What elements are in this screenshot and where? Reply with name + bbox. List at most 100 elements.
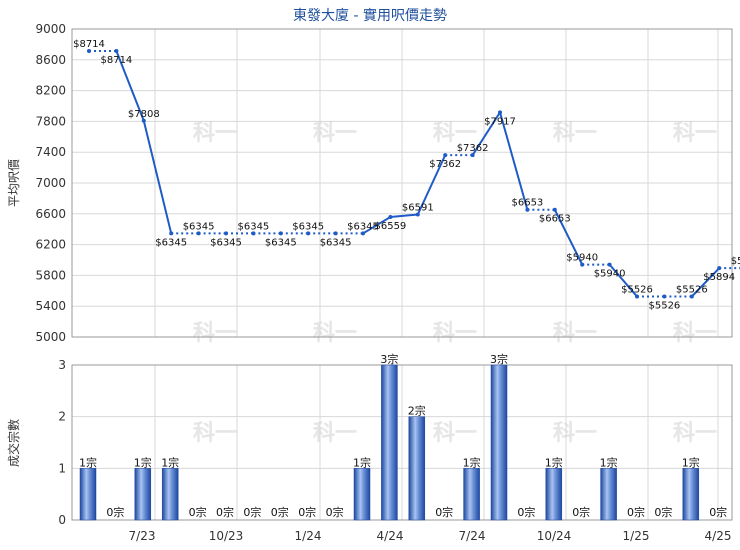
line-point [717, 266, 722, 271]
bar-data-label: 1宗 [463, 455, 481, 469]
watermark-text: 科一 [673, 121, 717, 146]
labels: 1宗 0宗 1宗 1宗 0宗 0宗 0宗 0宗 0宗 0宗 1宗 3宗 2宗 0宗 1宗 3宗 0宗 1宗 0宗 1宗… [73, 39, 740, 519]
line-point [443, 153, 448, 158]
line-data-label: $7362 [429, 159, 461, 170]
line-data-label: $6345 [155, 237, 187, 248]
line-point [196, 231, 201, 236]
line-data-label: $6653 [511, 198, 543, 209]
line-data-label: $5894 [731, 256, 740, 267]
watermark-text: 科一 [673, 421, 717, 446]
line-point [141, 118, 146, 123]
watermark-text: 科一 [673, 321, 717, 346]
watermark-text: 科一 [193, 421, 237, 446]
bar-data-label: 0宗 [216, 505, 234, 519]
line-point [388, 214, 393, 219]
line-segment [691, 267, 720, 298]
line-segment [499, 112, 529, 210]
line-data-label: $5940 [594, 269, 626, 280]
line-data-label: $6345 [265, 237, 297, 248]
bar-data-label: 0宗 [572, 505, 590, 519]
line-point [333, 231, 338, 236]
watermark-text: 科一 [433, 421, 477, 446]
bar-data-label: 0宗 [654, 505, 672, 519]
line-data-label: $8714 [100, 55, 132, 66]
line-point [689, 294, 694, 299]
bar-data-label: 0宗 [106, 505, 124, 519]
bar [408, 416, 426, 521]
bar-data-label: 0宗 [298, 505, 316, 519]
line-y-tick-label: 8600 [35, 53, 66, 67]
bar [79, 468, 97, 521]
line-point [552, 207, 557, 212]
line-data-label: $6345 [347, 221, 379, 232]
line-point [306, 231, 311, 236]
bar-data-label: 0宗 [517, 505, 535, 519]
line-data-label: $5894 [703, 272, 735, 283]
watermark-text: 科一 [553, 421, 597, 446]
bar-data-label: 0宗 [243, 505, 261, 519]
bar-data-label: 0宗 [189, 505, 207, 519]
bar-data-label: 0宗 [271, 505, 289, 519]
line-y-axis-label: 平均呎價 [7, 159, 21, 207]
line-point [470, 153, 475, 158]
bar-data-label: 1宗 [161, 455, 179, 469]
x-tick-label: 1/24 [295, 529, 322, 543]
line-point [114, 49, 119, 54]
line-point [635, 294, 639, 299]
bar [463, 468, 480, 521]
bar-data-label: 1宗 [134, 455, 152, 469]
bar [381, 364, 398, 521]
line-data-label: $6345 [210, 237, 242, 248]
x-tick-label: 10/23 [209, 529, 244, 543]
line-segment [390, 213, 418, 218]
line-segment [115, 50, 145, 122]
line-y-tick-label: 7400 [35, 145, 66, 159]
line-segment [553, 209, 584, 266]
bar-data-label: 3宗 [380, 352, 398, 366]
line-point [580, 262, 585, 267]
line-data-label: $6345 [183, 221, 215, 232]
x-tick-label: 10/24 [537, 529, 572, 543]
line-point [278, 231, 283, 236]
bar-data-label: 1宗 [353, 455, 371, 469]
watermark-text: 科一 [193, 121, 237, 146]
line-y-tick-label: 5400 [35, 299, 66, 313]
line-point [607, 262, 612, 267]
bar-data-label: 0宗 [435, 505, 453, 519]
line-series [87, 49, 740, 299]
line-point [498, 110, 502, 115]
x-tick-label: 1/25 [623, 529, 650, 543]
line-data-label: $6345 [320, 237, 352, 248]
line-segment [416, 154, 447, 215]
watermark-text: 科一 [433, 121, 477, 146]
line-data-label: $6559 [374, 221, 406, 232]
bar-y-axis-label: 成交宗數 [6, 419, 21, 467]
line-point [251, 231, 256, 236]
line-data-label: $6591 [402, 202, 434, 213]
watermark-text: 科一 [193, 321, 237, 346]
line-data-label: $7808 [128, 109, 160, 120]
line-data-label: $6345 [237, 221, 269, 232]
chart-title: 東發大廈 - 實用呎價走勢 [293, 7, 447, 24]
bar-data-label: 1宗 [682, 455, 700, 469]
bar [134, 468, 152, 521]
line-y-tick-label: 6600 [35, 207, 66, 221]
x-tick-label: 4/24 [377, 529, 404, 543]
watermark-text: 科一 [553, 121, 597, 146]
grid [71, 28, 732, 521]
x-tick-label: 7/24 [459, 529, 486, 543]
line-data-label: $6345 [292, 221, 324, 232]
bar [545, 468, 563, 521]
bar-y-tick-label: 0 [58, 513, 66, 527]
line-y-tick-label: 6200 [35, 238, 66, 252]
x-tick-label: 7/23 [129, 529, 156, 543]
line-point [415, 212, 420, 217]
bar [161, 468, 179, 521]
line-segment [362, 216, 391, 235]
line-data-label: $5526 [648, 300, 680, 311]
watermark-text: 科一 [433, 321, 477, 346]
bar-data-label: 3宗 [490, 352, 508, 366]
line-data-label: $7917 [484, 116, 516, 127]
bar-y-tick-label: 2 [58, 410, 66, 424]
